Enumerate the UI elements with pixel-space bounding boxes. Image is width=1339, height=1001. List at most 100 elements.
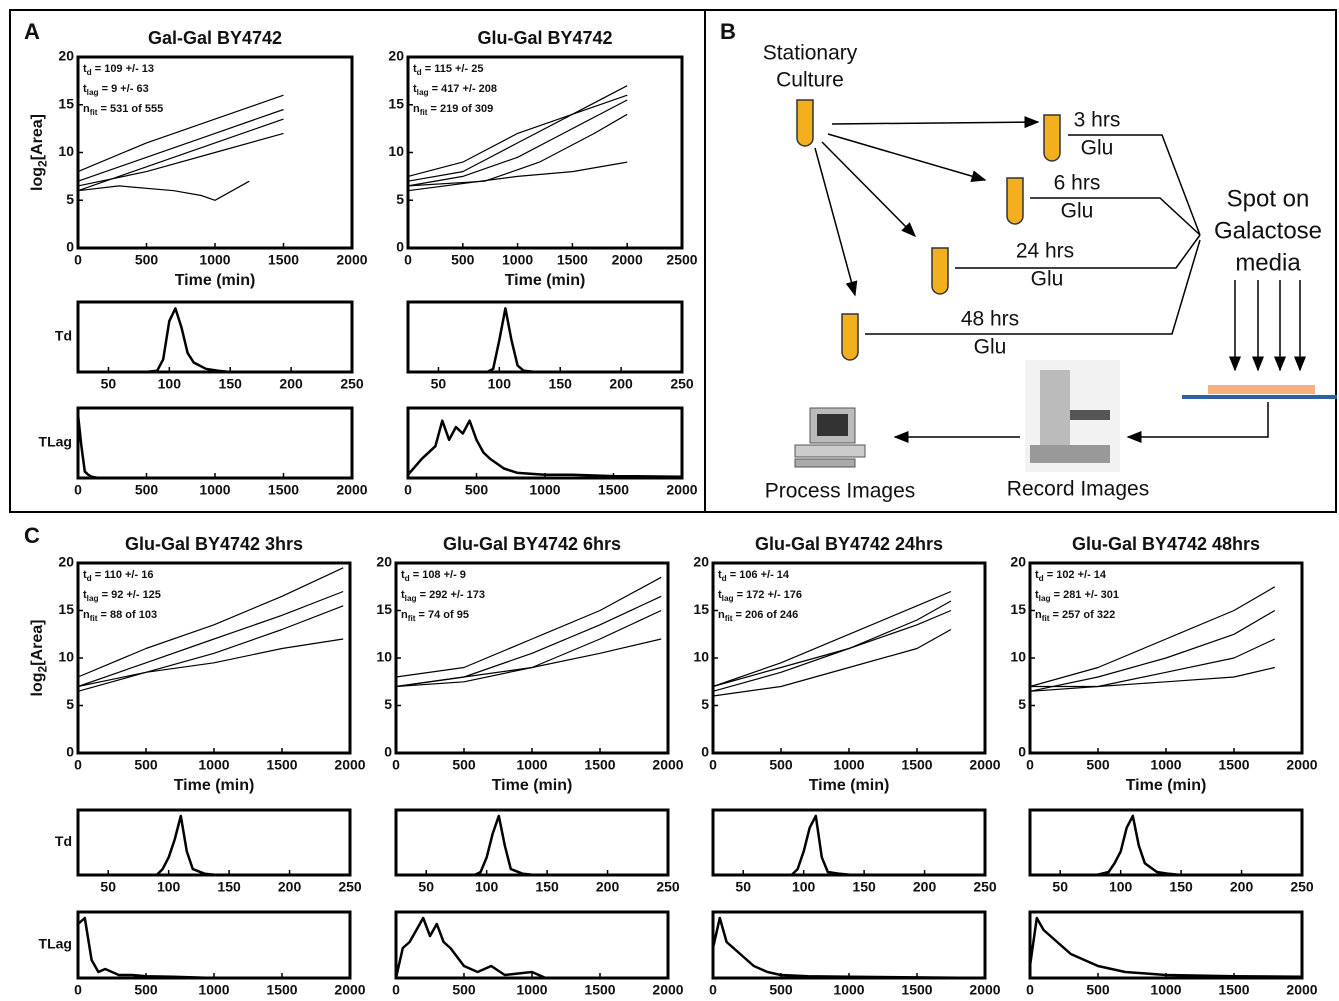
y-tick-label: 15 bbox=[693, 601, 709, 617]
microscope-stage bbox=[1070, 410, 1110, 420]
data-line bbox=[77, 916, 350, 980]
rich-text: td = 102 +/- 14 bbox=[1035, 569, 1107, 583]
x-tick-label: 1500 bbox=[1218, 757, 1249, 773]
data-line bbox=[396, 814, 668, 877]
panel-b-frame bbox=[704, 9, 1337, 513]
data-line bbox=[395, 576, 662, 678]
data-line bbox=[1030, 814, 1302, 877]
rich-text: nfit = 219 of 309 bbox=[413, 103, 493, 117]
text-part: t bbox=[83, 569, 87, 581]
rich-text: nfit = 257 of 322 bbox=[1035, 609, 1115, 623]
y-axis-label: TLag bbox=[39, 936, 72, 952]
x-tick-label: 500 bbox=[134, 982, 158, 998]
x-tick-label: 1500 bbox=[268, 482, 299, 498]
text-part: = 172 +/- 176 bbox=[737, 589, 802, 601]
text-part: t bbox=[401, 589, 405, 601]
y-tick-label: 20 bbox=[376, 554, 392, 570]
y-tick-label: 10 bbox=[388, 143, 404, 159]
y-axis-label: Td bbox=[55, 328, 72, 344]
x-tick-label: 0 bbox=[709, 757, 717, 773]
panel-label: B bbox=[720, 19, 736, 44]
x-tick-label: 1000 bbox=[516, 982, 547, 998]
x-tick-label: 150 bbox=[535, 879, 559, 895]
data-line bbox=[408, 307, 682, 374]
x-tick-label: 1000 bbox=[833, 757, 864, 773]
data-line bbox=[1029, 609, 1276, 692]
y-tick-label: 0 bbox=[66, 239, 74, 255]
x-tick-label: 150 bbox=[1169, 879, 1193, 895]
data-line bbox=[77, 567, 344, 678]
tubes bbox=[796, 99, 1061, 361]
plot-frame bbox=[406, 300, 684, 374]
tube bbox=[796, 99, 814, 147]
x-tick-label: 100 bbox=[1109, 879, 1133, 895]
x-tick-label: 100 bbox=[488, 376, 512, 392]
text-part: = 9 +/- 63 bbox=[102, 83, 149, 95]
x-tick-label: 1000 bbox=[198, 757, 229, 773]
diagram-text: Spot on bbox=[1227, 185, 1310, 212]
x-axis-label: Time (min) bbox=[1126, 777, 1207, 794]
x-tick-label: 500 bbox=[769, 757, 793, 773]
text-sub: fit bbox=[1042, 614, 1050, 623]
x-tick-label: 2000 bbox=[1286, 982, 1317, 998]
data-line bbox=[1028, 916, 1303, 979]
y-tick-label: 5 bbox=[66, 696, 74, 712]
x-tick-label: 2000 bbox=[334, 982, 365, 998]
text-part: n bbox=[401, 609, 408, 621]
y-tick-label: 10 bbox=[376, 649, 392, 665]
x-tick-label: 1500 bbox=[1218, 982, 1249, 998]
data-line bbox=[77, 132, 284, 187]
chart-title: Glu-Gal BY4742 48hrs bbox=[1072, 534, 1260, 554]
x-tick-label: 0 bbox=[404, 252, 412, 268]
y-tick-label: 10 bbox=[1010, 649, 1026, 665]
x-tick-label: 150 bbox=[219, 376, 243, 392]
x-tick-label: 200 bbox=[279, 376, 303, 392]
y-tick-label: 20 bbox=[1010, 554, 1026, 570]
x-tick-label: 1500 bbox=[598, 482, 629, 498]
x-tick-label: 0 bbox=[404, 482, 412, 498]
y-tick-label: 0 bbox=[66, 744, 74, 760]
text-part: t bbox=[413, 83, 417, 95]
tube bbox=[1043, 114, 1061, 162]
x-tick-label: 100 bbox=[157, 879, 181, 895]
data-line bbox=[712, 590, 952, 688]
x-tick-label: 200 bbox=[596, 879, 620, 895]
plot-frame bbox=[711, 808, 987, 877]
x-tick-label: 2000 bbox=[652, 757, 683, 773]
text-part: = 206 of 246 bbox=[736, 609, 799, 621]
x-tick-label: 0 bbox=[709, 982, 717, 998]
x-axis-label: Time (min) bbox=[505, 272, 586, 289]
x-tick-label: 500 bbox=[134, 757, 158, 773]
text-part: t bbox=[1035, 589, 1039, 601]
x-tick-label: 500 bbox=[465, 482, 489, 498]
x-tick-label: 0 bbox=[1026, 982, 1034, 998]
diagram bbox=[814, 116, 1337, 443]
x-tick-label: 50 bbox=[100, 879, 116, 895]
y-tick-label: 10 bbox=[693, 649, 709, 665]
arrow bbox=[831, 116, 1040, 129]
data-line bbox=[1030, 666, 1275, 688]
x-tick-label: 250 bbox=[670, 376, 694, 392]
text-part: = 102 +/- 14 bbox=[1047, 569, 1107, 581]
case bbox=[794, 444, 866, 458]
text-part: = 92 +/- 125 bbox=[102, 589, 161, 601]
chart-title: Glu-Gal BY4742 3hrs bbox=[125, 534, 303, 554]
text-part: log bbox=[29, 167, 46, 191]
tube bbox=[931, 247, 949, 295]
x-axis-label: Time (min) bbox=[175, 272, 256, 289]
rich-text: nfit = 531 of 555 bbox=[83, 103, 163, 117]
plot-frame bbox=[711, 561, 987, 755]
text-sub: fit bbox=[408, 614, 416, 623]
text-sub: lag bbox=[87, 88, 99, 97]
y-tick-label: 5 bbox=[384, 696, 392, 712]
y-tick-label: 5 bbox=[701, 696, 709, 712]
text-sub: d bbox=[87, 68, 92, 77]
rich-text: tlag = 172 +/- 176 bbox=[718, 589, 802, 603]
data-line bbox=[712, 600, 952, 688]
x-tick-label: 50 bbox=[1052, 879, 1068, 895]
x-tick-label: 200 bbox=[609, 376, 633, 392]
x-tick-label: 0 bbox=[1026, 757, 1034, 773]
x-tick-label: 2000 bbox=[652, 982, 683, 998]
text-part: = 109 +/- 13 bbox=[95, 63, 154, 75]
